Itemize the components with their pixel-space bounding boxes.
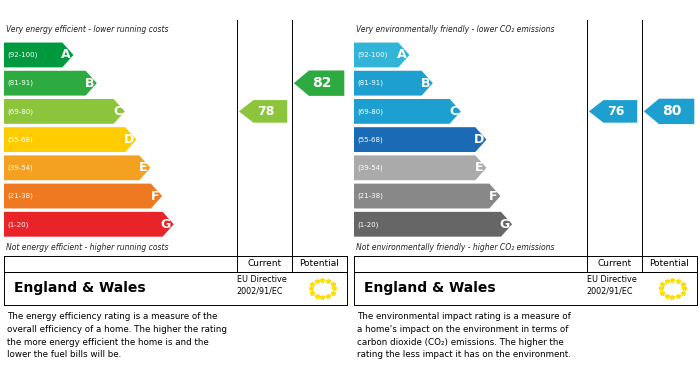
Polygon shape [354,184,500,208]
Text: E: E [475,161,484,174]
Polygon shape [4,71,97,95]
Text: F: F [489,190,498,203]
Polygon shape [4,184,162,208]
Polygon shape [4,155,150,180]
Text: 76: 76 [607,105,624,118]
Text: Very energy efficient - lower running costs: Very energy efficient - lower running co… [6,25,168,34]
Text: (81-91): (81-91) [7,80,33,86]
Text: The environmental impact rating is a measure of
a home's impact on the environme: The environmental impact rating is a mea… [357,312,570,359]
Text: Current: Current [597,259,631,269]
Text: D: D [123,133,134,146]
Text: B: B [421,77,430,90]
Text: Not energy efficient - higher running costs: Not energy efficient - higher running co… [6,243,168,252]
Polygon shape [239,100,287,123]
Polygon shape [354,212,512,237]
Polygon shape [294,70,344,96]
Text: Current: Current [247,259,281,269]
Polygon shape [4,99,125,124]
Text: C: C [449,105,458,118]
Text: G: G [161,218,171,231]
Polygon shape [354,99,461,124]
Text: E: E [139,161,148,174]
Text: EU Directive
2002/91/EC: EU Directive 2002/91/EC [237,274,286,296]
Text: (39-54): (39-54) [7,165,33,171]
Polygon shape [589,100,637,123]
Text: (55-68): (55-68) [357,136,383,143]
Polygon shape [354,71,433,95]
Polygon shape [354,127,486,152]
Text: (92-100): (92-100) [357,52,387,58]
Text: 80: 80 [662,104,682,118]
Polygon shape [4,43,74,67]
Polygon shape [4,127,136,152]
Polygon shape [354,155,486,180]
Text: (1-20): (1-20) [357,221,379,228]
Polygon shape [354,43,410,67]
Text: Very environmentally friendly - lower CO₂ emissions: Very environmentally friendly - lower CO… [356,25,554,34]
Text: (92-100): (92-100) [7,52,37,58]
Text: A: A [61,48,71,61]
Text: D: D [473,133,484,146]
Text: (55-68): (55-68) [7,136,33,143]
Text: B: B [85,77,94,90]
Text: Not environmentally friendly - higher CO₂ emissions: Not environmentally friendly - higher CO… [356,243,554,252]
Text: 82: 82 [312,76,332,90]
Text: England & Wales: England & Wales [364,282,496,295]
Text: G: G [499,218,510,231]
Text: (21-38): (21-38) [7,193,33,199]
Text: EU Directive
2002/91/EC: EU Directive 2002/91/EC [587,274,636,296]
Polygon shape [644,99,694,124]
Text: A: A [397,48,407,61]
Text: (21-38): (21-38) [357,193,383,199]
Text: (69-80): (69-80) [7,108,33,115]
Text: The energy efficiency rating is a measure of the
overall efficiency of a home. T: The energy efficiency rating is a measur… [7,312,227,359]
Text: (39-54): (39-54) [357,165,383,171]
Text: Energy Efficiency Rating: Energy Efficiency Rating [10,3,173,16]
Text: F: F [150,190,160,203]
Text: 78: 78 [257,105,274,118]
Text: Potential: Potential [299,259,339,269]
Text: Potential: Potential [649,259,689,269]
Text: (81-91): (81-91) [357,80,383,86]
Polygon shape [4,212,174,237]
Text: England & Wales: England & Wales [14,282,146,295]
Text: (69-80): (69-80) [357,108,383,115]
Text: Environmental Impact (CO₂) Rating: Environmental Impact (CO₂) Rating [360,3,593,16]
Text: (1-20): (1-20) [7,221,29,228]
Text: C: C [113,105,122,118]
